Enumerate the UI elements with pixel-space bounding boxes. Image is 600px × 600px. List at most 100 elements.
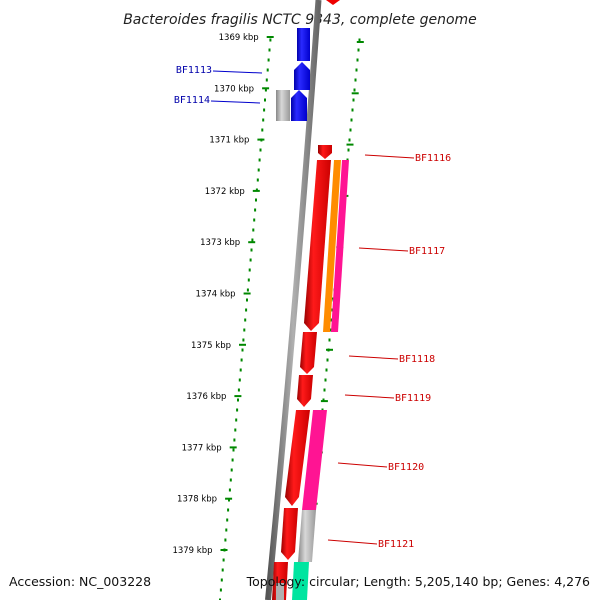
feature-teal-bf1122 [292, 562, 309, 600]
guide-tick [326, 348, 333, 351]
ruler-dot [243, 328, 246, 332]
gene-label-bf1120: BF1120 [388, 462, 424, 473]
ruler-dot [245, 308, 248, 312]
ruler-dot [236, 408, 239, 412]
ruler-dot [240, 358, 243, 362]
ruler-dot [228, 498, 230, 502]
guide-dot [324, 378, 327, 382]
topology-summary-text: Topology: circular; Length: 5,205,140 bp… [246, 574, 590, 589]
guide-dot [354, 78, 357, 82]
gene-label-bf1113: BF1113 [176, 65, 212, 76]
ruler-dot [262, 118, 265, 122]
guide-dot [358, 38, 361, 42]
tick-label: 1372 kbp [205, 187, 245, 197]
ruler-dot [220, 578, 223, 582]
ruler-tick [220, 549, 228, 551]
guide-dot [349, 128, 352, 132]
ruler-dot [258, 158, 261, 162]
ruler-dot [246, 288, 249, 292]
ruler-tick [266, 36, 274, 38]
ruler-dot [228, 488, 231, 492]
ruler-dot [268, 48, 271, 52]
gene-arrow-partial [326, 0, 340, 5]
gene-arrow-bf1117 [304, 160, 331, 331]
ruler-dot [246, 298, 248, 302]
ruler-dot [255, 198, 257, 202]
ruler-tick [239, 343, 246, 346]
gene-label-bf1117: BF1117 [409, 246, 445, 257]
ruler-tick [225, 497, 233, 500]
ruler-dot [241, 348, 244, 352]
guide-dot [348, 138, 351, 142]
gene-arrow-bf1118 [300, 332, 317, 374]
ruler-tick [248, 241, 256, 244]
ruler-dot [249, 258, 252, 262]
gene-label-bf1118: BF1118 [399, 354, 435, 365]
ruler-dot [225, 528, 228, 532]
ruler-dot [264, 98, 266, 102]
ruler-dot [239, 368, 242, 372]
tick-label: 1375 kbp [191, 341, 231, 351]
ruler-dot [242, 338, 245, 342]
tick-label: 1378 kbp [177, 495, 217, 505]
ruler-dot [264, 88, 267, 92]
guide-dot [351, 108, 354, 112]
ruler-dot [237, 398, 239, 402]
ruler-dot [237, 388, 240, 392]
guide-dot [352, 98, 355, 102]
ruler-dot [248, 268, 251, 272]
ruler-tick [262, 87, 270, 90]
ruler-dot [254, 208, 257, 212]
gene-callouts: BF1113 BF1114 BF1116 BF1117 BF1118 BF111… [174, 65, 451, 550]
ruler-dot [229, 478, 232, 482]
feature-orange-bf1117 [323, 160, 341, 332]
callout-line-bf1121 [327, 539, 378, 545]
tick-label: 1379 kbp [172, 546, 212, 556]
ruler-tick [243, 292, 251, 295]
tick-label: 1371 kbp [209, 136, 249, 146]
ruler-dot [267, 58, 270, 62]
callout-line-bf1114 [210, 100, 261, 104]
guide-dot [326, 358, 329, 362]
gene-label-bf1121: BF1121 [378, 539, 414, 550]
guide-dot [357, 48, 360, 52]
gene-arrow-bf1113 [294, 62, 310, 90]
ruler-tick [229, 446, 237, 449]
ruler-dot [233, 438, 236, 442]
guide-dot [329, 328, 332, 332]
tick-label: 1376 kbp [186, 392, 226, 402]
guide-dot [330, 318, 333, 322]
feature-gray-bf1122 [276, 583, 284, 600]
callout-line-bf1118 [348, 355, 399, 360]
ruler-dot [234, 428, 237, 432]
guide-dot [323, 388, 326, 392]
callout-line-bf1120 [337, 462, 388, 468]
guide-dot [350, 118, 353, 122]
feature-magenta-bf1120 [302, 410, 327, 510]
ruler-tick [257, 138, 265, 141]
guide-dot [353, 88, 356, 92]
tick-label: 1373 kbp [200, 238, 240, 248]
tick-label: 1377 kbp [182, 443, 222, 453]
gene-label-bf1119: BF1119 [395, 393, 431, 404]
tick-label: 1374 kbp [196, 290, 236, 300]
tick-labels: 1369 kbp 1370 kbp 1371 kbp 1372 kbp 1373 kbp… [172, 33, 258, 556]
ruler-dot [259, 148, 262, 152]
guide-tick [346, 143, 354, 146]
genome-backbone [265, 0, 322, 600]
gene-arrow-bf1121 [281, 508, 298, 560]
ruler-dot [230, 468, 233, 472]
gene-label-bf1114: BF1114 [174, 95, 210, 106]
ruler-tick [252, 189, 260, 192]
guide-dot [325, 368, 328, 372]
feature-gray-bf1121 [298, 510, 316, 562]
gene-features [272, 0, 349, 600]
callout-line-bf1117 [358, 247, 409, 252]
callout-line-bf1116 [364, 154, 415, 159]
feature-gray-bf1114 [276, 90, 290, 121]
ruler-dot [253, 218, 256, 222]
ruler-dot [222, 558, 225, 562]
guide-dot [356, 58, 359, 62]
ruler-dot [261, 128, 264, 132]
